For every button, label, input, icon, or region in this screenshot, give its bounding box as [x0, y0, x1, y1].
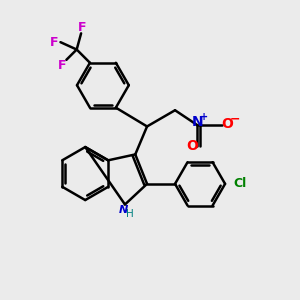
Text: H: H — [126, 209, 134, 219]
Text: F: F — [78, 21, 87, 34]
Text: Cl: Cl — [233, 177, 247, 190]
Text: F: F — [50, 36, 58, 49]
Text: N: N — [191, 115, 203, 129]
Text: −: − — [230, 112, 241, 126]
Text: O: O — [221, 117, 233, 131]
Text: O: O — [186, 139, 198, 153]
Text: +: + — [200, 112, 208, 122]
Text: F: F — [58, 59, 66, 72]
Text: N: N — [119, 205, 128, 215]
